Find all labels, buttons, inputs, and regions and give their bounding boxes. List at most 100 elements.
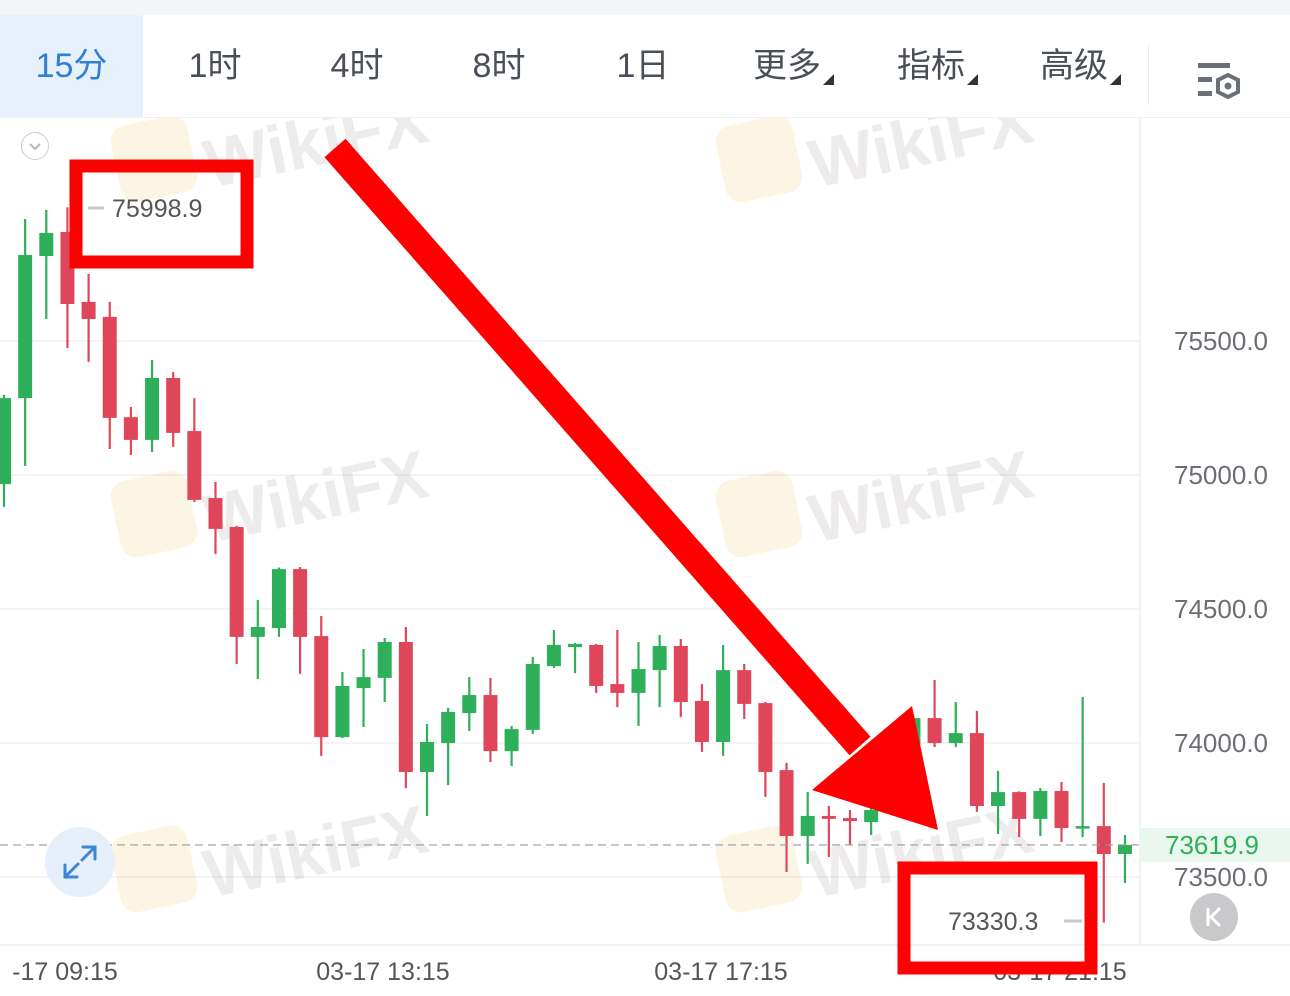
candle — [483, 677, 498, 763]
candle — [314, 615, 329, 756]
chart-settings-icon[interactable] — [1196, 59, 1242, 103]
watermark-logo: WikiFX — [110, 436, 434, 558]
collapse-chevron-button[interactable] — [21, 132, 49, 160]
watermark-badge — [110, 118, 198, 203]
candle — [166, 372, 181, 447]
candle — [758, 702, 773, 797]
tab-4h[interactable]: 4时 — [302, 15, 412, 117]
candle — [1096, 782, 1111, 923]
candle-body — [652, 646, 667, 671]
tab-advanced[interactable]: 高级 — [1029, 15, 1121, 117]
candle-body — [737, 670, 752, 704]
candle-body — [694, 700, 709, 742]
tab-label: 高级 — [1040, 47, 1108, 85]
price-axis: 75500.0 75000.0 74500.0 74000.0 73500.0 — [1174, 326, 1268, 892]
toolbar-divider — [1148, 45, 1149, 105]
candle-body — [991, 792, 1006, 807]
candle — [631, 641, 646, 726]
candle-body — [504, 729, 519, 752]
candle-body — [927, 718, 942, 744]
watermark-text: WikiFX — [802, 436, 1039, 557]
watermark-logo: WikiFX — [715, 118, 1039, 203]
watermark-badge — [110, 470, 198, 558]
dropdown-triangle-icon — [1110, 74, 1121, 85]
candle — [864, 807, 879, 835]
interval-toolbar: 15分 1时 4时 8时 1日 更多 指标 高级 — [0, 15, 1290, 118]
time-tick-label: -17 09:15 — [12, 958, 118, 986]
candle-body — [39, 232, 54, 257]
candle-body — [864, 810, 879, 823]
candle — [271, 567, 286, 637]
watermark-text: WikiFX — [197, 791, 434, 912]
candle-body — [568, 643, 583, 648]
candle-body — [398, 641, 413, 772]
candle-body — [0, 398, 11, 485]
watermark-badge — [715, 118, 803, 203]
candle-body — [1075, 826, 1090, 829]
price-tick-label: 75500.0 — [1174, 326, 1268, 356]
candle — [420, 724, 434, 816]
candle — [1054, 781, 1069, 842]
candle — [546, 629, 561, 668]
candle — [398, 626, 413, 789]
candle — [652, 635, 667, 708]
candle-body — [145, 377, 160, 440]
candle — [610, 629, 625, 708]
candle — [441, 707, 456, 786]
candle — [0, 394, 11, 507]
candle — [589, 643, 604, 693]
candle-body — [314, 636, 329, 738]
tab-indicators[interactable]: 指标 — [886, 15, 978, 117]
candle — [102, 301, 117, 450]
candle — [716, 644, 731, 756]
candle — [377, 637, 392, 703]
tab-label: 15分 — [35, 47, 108, 85]
annotation-box-low — [897, 861, 1098, 975]
candle — [1033, 788, 1048, 837]
candle-body — [948, 733, 963, 744]
candle — [187, 398, 202, 503]
tab-label: 1日 — [616, 47, 670, 85]
candle-body — [969, 733, 984, 807]
candle — [948, 702, 963, 748]
tab-more[interactable]: 更多 — [742, 15, 834, 117]
current-price-tag-bg — [1141, 827, 1290, 862]
tab-8h[interactable]: 8时 — [444, 15, 554, 117]
tab-15m[interactable]: 15分 — [0, 15, 143, 117]
tab-1d[interactable]: 1日 — [588, 15, 698, 117]
candle-body — [800, 815, 815, 837]
dropdown-triangle-icon — [823, 74, 834, 85]
candle-body — [208, 498, 223, 529]
candle-body — [229, 527, 244, 637]
fullscreen-button[interactable] — [45, 827, 115, 897]
candle — [123, 406, 138, 455]
price-tick-label: 74500.0 — [1174, 594, 1268, 624]
candle-body — [758, 703, 773, 772]
tab-label: 指标 — [897, 47, 965, 85]
candle-body — [1012, 792, 1027, 819]
candle-body — [102, 316, 117, 418]
tab-1h[interactable]: 1时 — [160, 15, 270, 117]
candle-body — [250, 626, 265, 637]
current-price-label: 73619.9 — [1165, 830, 1259, 860]
candle-body — [1117, 844, 1132, 854]
candle-body — [377, 641, 392, 678]
status-strip — [0, 0, 1290, 15]
candle-body — [821, 815, 836, 819]
watermark-badge — [110, 825, 198, 913]
candle — [81, 273, 96, 362]
high-price-label: 75998.9 — [112, 195, 202, 223]
candle — [39, 209, 54, 320]
price-tick-label: 75000.0 — [1174, 460, 1268, 490]
candle — [504, 725, 519, 767]
candle — [250, 599, 265, 679]
dropdown-triangle-icon — [967, 74, 978, 85]
scroll-to-latest-button[interactable] — [1190, 893, 1238, 941]
candle — [991, 770, 1006, 834]
candle — [335, 672, 350, 738]
candle — [694, 684, 709, 752]
candle-body — [546, 644, 561, 667]
candle-body — [18, 254, 33, 399]
candle-body — [293, 569, 308, 637]
